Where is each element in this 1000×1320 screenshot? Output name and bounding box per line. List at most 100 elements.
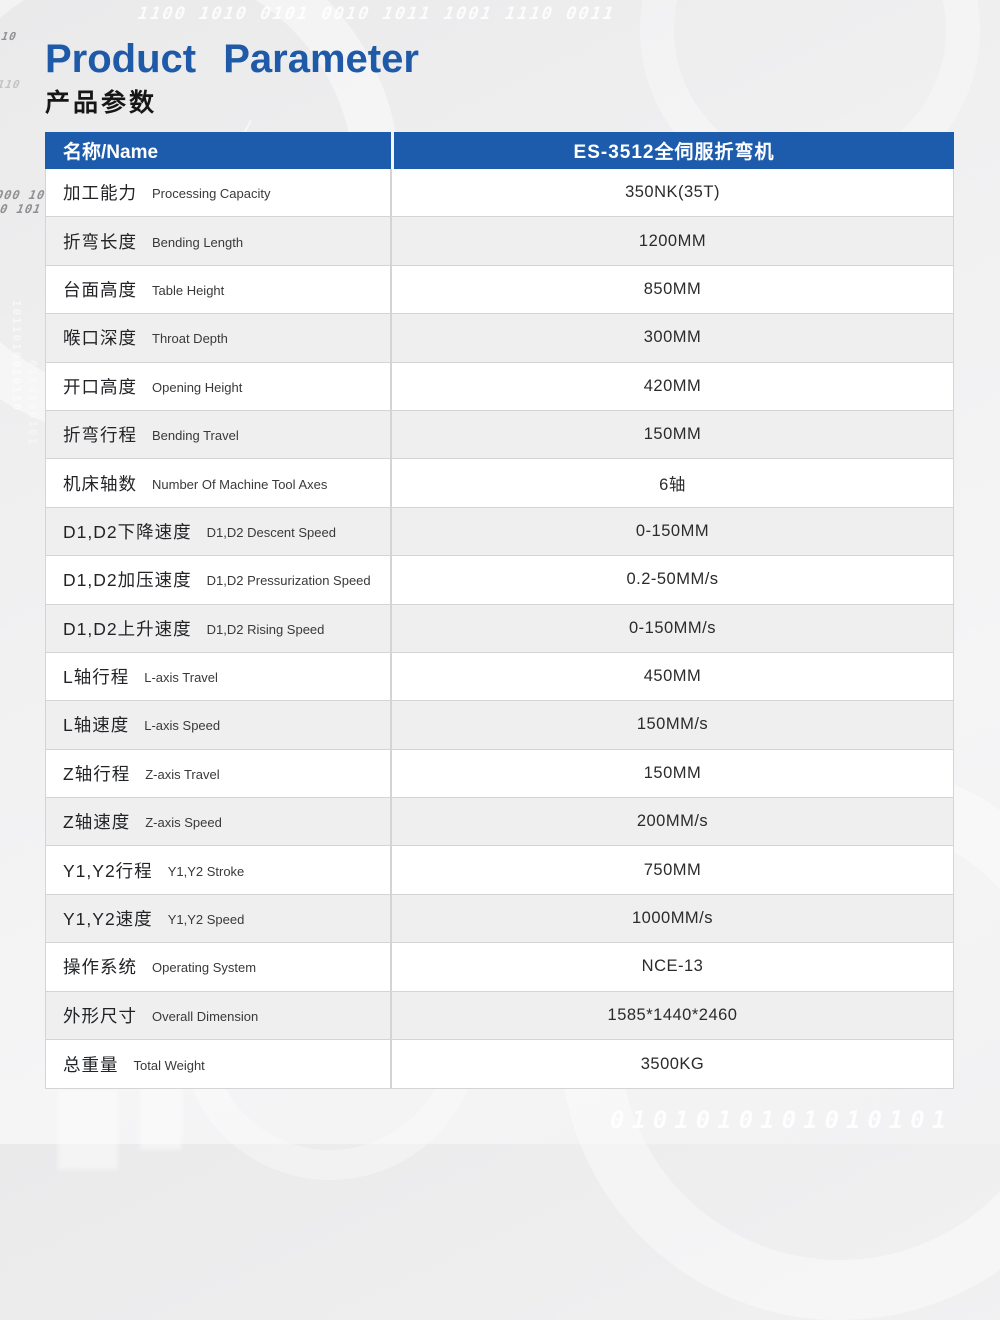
table-header-model: ES-3512全伺服折弯机 xyxy=(394,132,954,169)
param-name-zh: 折弯长度 xyxy=(63,231,137,252)
param-value: 1000MM/s xyxy=(631,909,714,928)
binary-decoration-top: 1100 1010 0101 0010 1011 1001 1110 0011 xyxy=(136,4,617,24)
binary-decoration-bottom: 0101010101010101 xyxy=(610,1106,954,1134)
param-name-zh: L轴行程 xyxy=(63,667,130,688)
param-name-zh: 总重量 xyxy=(63,1054,119,1075)
param-value: 0-150MM xyxy=(635,521,710,540)
param-name-en: Bending Length xyxy=(152,234,244,250)
param-value: 750MM xyxy=(643,860,702,879)
binary-decoration-left: 00 101 xyxy=(0,202,43,216)
param-name-en: Number Of Machine Tool Axes xyxy=(152,476,328,492)
param-name-cell: D1,D2下降速度 D1,D2 Descent Speed xyxy=(46,507,392,556)
param-name-zh: 加工能力 xyxy=(63,183,137,204)
param-name-cell: 折弯长度 Bending Length xyxy=(46,217,392,265)
param-name-cell: Z轴速度 Z-axis Speed xyxy=(46,798,392,846)
table-row: Z轴行程 Z-axis Travel 150MM xyxy=(46,749,953,799)
param-name-en: L-axis Speed xyxy=(144,718,221,734)
param-name-cell: 开口高度 Opening Height xyxy=(46,362,392,410)
param-name-en: Throat Depth xyxy=(152,331,228,347)
table-row: L轴速度 L-axis Speed 150MM/s xyxy=(46,701,953,750)
table-row: 台面高度 Table Height 850MM xyxy=(46,265,953,315)
param-name-zh: 操作系统 xyxy=(63,957,137,978)
table-row: 折弯行程 Bending Travel 150MM xyxy=(46,410,953,460)
param-value: 150MM xyxy=(643,763,702,782)
ghost-machine-shape xyxy=(140,1080,182,1150)
param-value: 1200MM xyxy=(638,231,707,250)
param-value: 0-150MM/s xyxy=(628,618,717,637)
param-name-zh: 开口高度 xyxy=(63,376,137,397)
param-name-en: Z-axis Speed xyxy=(145,815,222,831)
param-name-zh: Z轴速度 xyxy=(63,812,131,833)
param-name-en: Y1,Y2 Stroke xyxy=(167,863,245,879)
binary-decoration-column: 1011010010110 xyxy=(10,300,23,413)
table-header-row: 名称/Name ES-3512全伺服折弯机 xyxy=(45,132,954,169)
param-name-cell: 操作系统 Operating System xyxy=(46,943,392,991)
param-name-zh: Y1,Y2行程 xyxy=(63,860,153,881)
param-name-en: Z-axis Travel xyxy=(145,766,220,782)
table-row: 总重量 Total Weight 3500KG xyxy=(46,1040,953,1089)
table-row: 操作系统 Operating System NCE-13 xyxy=(46,943,953,992)
table-row: 外形尺寸 Overall Dimension 1585*1440*2460 xyxy=(46,991,953,1041)
param-name-en: Operating System xyxy=(152,960,257,976)
param-value: 150MM xyxy=(643,425,702,444)
binary-decoration-column: 0110100101 xyxy=(26,360,39,447)
page-subtitle: 产品参数 xyxy=(45,89,158,117)
table-row: D1,D2下降速度 D1,D2 Descent Speed 0-150MM xyxy=(46,507,953,557)
table-body: 加工能力 Processing Capacity 350NK(35T) 折弯长度… xyxy=(45,169,954,1090)
param-value: 6轴 xyxy=(659,476,686,495)
table-row: Y1,Y2行程 Y1,Y2 Stroke 750MM xyxy=(46,846,953,895)
param-name-en: L-axis Travel xyxy=(144,670,218,686)
param-value: 3500KG xyxy=(640,1054,705,1073)
param-name-cell: Z轴行程 Z-axis Travel xyxy=(46,749,392,798)
param-name-zh: D1,D2加压速度 xyxy=(63,570,192,591)
page-title-block: Product Parameter 产品参数 xyxy=(45,38,419,119)
param-value: 200MM/s xyxy=(636,812,709,831)
param-name-en: D1,D2 Rising Speed xyxy=(206,621,325,637)
param-value: 0.2-50MM/s xyxy=(626,570,719,589)
table-row: 喉口深度 Throat Depth 300MM xyxy=(46,314,953,363)
param-name-en: Table Height xyxy=(152,282,225,298)
param-name-en: Processing Capacity xyxy=(152,186,271,202)
param-value: 350NK(35T) xyxy=(625,183,720,202)
param-name-cell: 台面高度 Table Height xyxy=(46,265,392,314)
page-title: Product Parameter xyxy=(45,37,419,81)
param-name-cell: D1,D2加压速度 D1,D2 Pressurization Speed xyxy=(46,556,392,604)
param-name-zh: D1,D2下降速度 xyxy=(63,521,192,542)
param-name-cell: Y1,Y2速度 Y1,Y2 Speed xyxy=(46,894,392,943)
param-name-zh: D1,D2上升速度 xyxy=(63,618,192,639)
table-row: L轴行程 L-axis Travel 450MM xyxy=(46,652,953,702)
param-value: 850MM xyxy=(643,279,702,298)
param-name-cell: D1,D2上升速度 D1,D2 Rising Speed xyxy=(46,604,392,652)
param-name-cell: 外形尺寸 Overall Dimension xyxy=(46,991,392,1040)
param-value: 1585*1440*2460 xyxy=(607,1005,738,1024)
table-row: Y1,Y2速度 Y1,Y2 Speed 1000MM/s xyxy=(46,894,953,944)
param-value: 150MM/s xyxy=(636,715,709,734)
param-name-zh: 折弯行程 xyxy=(63,425,137,446)
param-name-en: D1,D2 Descent Speed xyxy=(206,524,336,540)
param-value: 420MM xyxy=(643,376,702,395)
table-row: Z轴速度 Z-axis Speed 200MM/s xyxy=(46,798,953,847)
param-value: NCE-13 xyxy=(641,957,704,976)
param-name-en: Y1,Y2 Speed xyxy=(167,912,245,928)
param-value: 300MM xyxy=(643,328,702,347)
param-name-cell: 喉口深度 Throat Depth xyxy=(46,314,392,362)
param-name-zh: 喉口深度 xyxy=(63,328,137,349)
table-row: 机床轴数 Number Of Machine Tool Axes 6轴 xyxy=(46,459,953,508)
table-row: D1,D2加压速度 D1,D2 Pressurization Speed 0.2… xyxy=(46,556,953,605)
param-name-zh: 台面高度 xyxy=(63,279,137,300)
param-name-cell: 机床轴数 Number Of Machine Tool Axes xyxy=(46,459,392,507)
param-name-cell: 折弯行程 Bending Travel xyxy=(46,410,392,459)
table-row: D1,D2上升速度 D1,D2 Rising Speed 0-150MM/s xyxy=(46,604,953,653)
param-name-cell: L轴速度 L-axis Speed xyxy=(46,701,392,749)
param-name-cell: 加工能力 Processing Capacity xyxy=(46,169,392,217)
table-row: 折弯长度 Bending Length 1200MM xyxy=(46,217,953,266)
param-name-en: Bending Travel xyxy=(152,428,239,444)
ghost-machine-shape xyxy=(58,1090,118,1170)
binary-decoration-left: 0110 xyxy=(0,78,22,91)
param-name-en: Total Weight xyxy=(133,1057,205,1073)
parameter-table: 名称/Name ES-3512全伺服折弯机 加工能力 Processing Ca… xyxy=(45,132,954,1090)
param-name-zh: 机床轴数 xyxy=(63,473,137,494)
param-name-cell: Y1,Y2行程 Y1,Y2 Stroke xyxy=(46,846,392,894)
param-name-cell: L轴行程 L-axis Travel xyxy=(46,652,392,701)
